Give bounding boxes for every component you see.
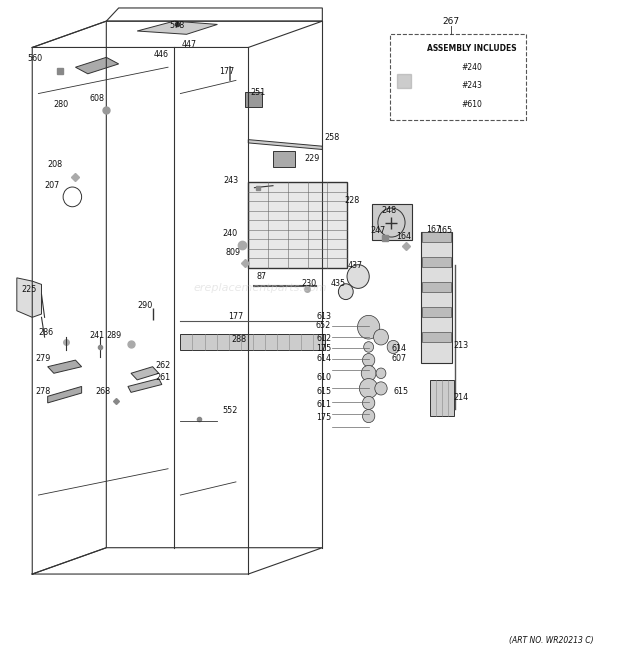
Circle shape — [375, 382, 387, 395]
Bar — [245, 93, 262, 106]
Text: 278: 278 — [36, 387, 51, 395]
Bar — [372, 204, 412, 241]
Bar — [430, 380, 454, 416]
Text: 611: 611 — [316, 400, 331, 408]
Text: 175: 175 — [316, 413, 331, 422]
Text: 608: 608 — [89, 95, 105, 103]
Circle shape — [374, 329, 388, 345]
Circle shape — [363, 354, 375, 367]
Circle shape — [339, 284, 353, 299]
Text: 809: 809 — [225, 249, 241, 257]
Text: 435: 435 — [330, 278, 345, 288]
Text: 437: 437 — [347, 262, 363, 270]
Text: 610: 610 — [316, 373, 331, 383]
Text: 165: 165 — [437, 226, 452, 235]
Text: (ART NO. WR20213 C): (ART NO. WR20213 C) — [509, 636, 594, 645]
Text: 552: 552 — [222, 407, 237, 415]
Text: 268: 268 — [95, 387, 111, 395]
Bar — [180, 334, 326, 350]
Text: 241: 241 — [89, 331, 105, 340]
Circle shape — [387, 340, 399, 354]
Circle shape — [360, 379, 378, 399]
Polygon shape — [17, 278, 42, 317]
Text: 207: 207 — [45, 181, 60, 190]
Bar — [422, 256, 451, 266]
Circle shape — [358, 315, 379, 339]
Text: 279: 279 — [36, 354, 51, 363]
Circle shape — [363, 409, 375, 422]
Bar — [248, 182, 347, 268]
Text: 652: 652 — [316, 321, 331, 330]
Circle shape — [364, 342, 374, 352]
Bar — [422, 282, 451, 292]
Text: 614: 614 — [316, 354, 331, 363]
Polygon shape — [137, 21, 218, 34]
Text: 607: 607 — [392, 354, 407, 364]
Text: 286: 286 — [38, 328, 53, 337]
Text: 290: 290 — [137, 301, 152, 310]
Text: 615: 615 — [394, 387, 409, 395]
Text: 214: 214 — [454, 393, 469, 402]
Polygon shape — [128, 379, 162, 393]
Text: 612: 612 — [316, 334, 331, 343]
Text: 240: 240 — [222, 229, 237, 237]
Text: 289: 289 — [106, 331, 122, 340]
Polygon shape — [421, 232, 452, 364]
Text: 447: 447 — [182, 40, 197, 49]
Text: 167: 167 — [426, 225, 441, 234]
Text: 614: 614 — [392, 344, 407, 354]
Text: 613: 613 — [316, 311, 331, 321]
Text: 446: 446 — [153, 50, 168, 59]
Circle shape — [361, 366, 376, 381]
Text: 247: 247 — [370, 226, 386, 235]
Text: 560: 560 — [28, 54, 43, 63]
Text: 229: 229 — [304, 153, 319, 163]
Text: 164: 164 — [396, 232, 411, 241]
Text: 288: 288 — [231, 334, 247, 344]
Text: 87: 87 — [257, 272, 267, 281]
Text: 251: 251 — [250, 88, 265, 97]
Polygon shape — [48, 387, 82, 403]
Text: 280: 280 — [54, 100, 69, 109]
Text: 213: 213 — [454, 341, 469, 350]
Bar — [422, 307, 451, 317]
Text: #243: #243 — [461, 81, 482, 90]
Text: 208: 208 — [48, 160, 63, 169]
Polygon shape — [131, 367, 159, 380]
Circle shape — [347, 264, 370, 288]
Text: 248: 248 — [381, 206, 397, 215]
Text: ASSEMBLY INCLUDES: ASSEMBLY INCLUDES — [427, 44, 516, 54]
Text: 175: 175 — [316, 344, 331, 354]
Text: 615: 615 — [316, 387, 331, 395]
Text: 578: 578 — [170, 21, 185, 30]
Text: 262: 262 — [156, 361, 171, 370]
Bar — [273, 151, 294, 167]
Text: 228: 228 — [344, 196, 360, 205]
Text: 177: 177 — [219, 67, 234, 76]
Text: #240: #240 — [461, 63, 482, 71]
Circle shape — [376, 368, 386, 379]
Text: ereplacementparts.com: ereplacementparts.com — [194, 283, 327, 293]
Text: 258: 258 — [324, 133, 339, 142]
Polygon shape — [76, 58, 118, 74]
Text: 261: 261 — [156, 373, 171, 383]
Text: #610: #610 — [461, 100, 482, 108]
Polygon shape — [248, 139, 322, 149]
Text: 177: 177 — [228, 311, 244, 321]
Text: 243: 243 — [223, 176, 239, 185]
Bar — [422, 332, 451, 342]
Circle shape — [363, 397, 375, 409]
Text: 230: 230 — [301, 278, 316, 288]
Polygon shape — [48, 360, 82, 373]
Text: 267: 267 — [443, 17, 460, 26]
Bar — [422, 232, 451, 242]
Text: 225: 225 — [22, 285, 37, 294]
